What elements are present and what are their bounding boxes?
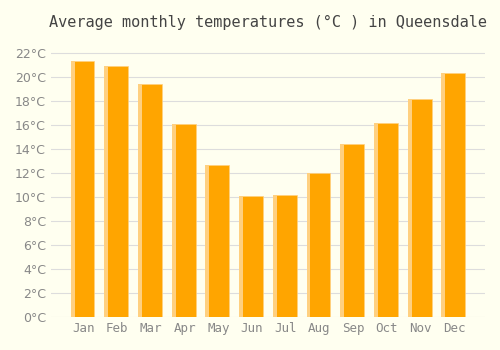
Bar bbox=[342, 144, 364, 317]
Bar bbox=[206, 164, 210, 317]
Bar bbox=[410, 99, 432, 317]
Bar bbox=[340, 144, 344, 317]
Bar bbox=[70, 61, 74, 317]
Bar bbox=[308, 173, 330, 317]
Bar bbox=[275, 195, 296, 317]
Bar bbox=[140, 84, 162, 317]
Bar bbox=[138, 84, 142, 317]
Bar bbox=[374, 122, 378, 317]
Bar bbox=[174, 124, 196, 317]
Bar bbox=[442, 74, 446, 317]
Bar bbox=[172, 124, 175, 317]
Bar bbox=[376, 122, 398, 317]
Bar bbox=[106, 66, 128, 317]
Bar bbox=[239, 196, 243, 317]
Bar bbox=[408, 99, 412, 317]
Bar bbox=[208, 164, 230, 317]
Bar bbox=[241, 196, 263, 317]
Bar bbox=[72, 61, 94, 317]
Bar bbox=[444, 74, 466, 317]
Bar bbox=[306, 173, 310, 317]
Bar bbox=[273, 195, 277, 317]
Bar bbox=[104, 66, 108, 317]
Title: Average monthly temperatures (°C ) in Queensdale: Average monthly temperatures (°C ) in Qu… bbox=[49, 15, 487, 30]
